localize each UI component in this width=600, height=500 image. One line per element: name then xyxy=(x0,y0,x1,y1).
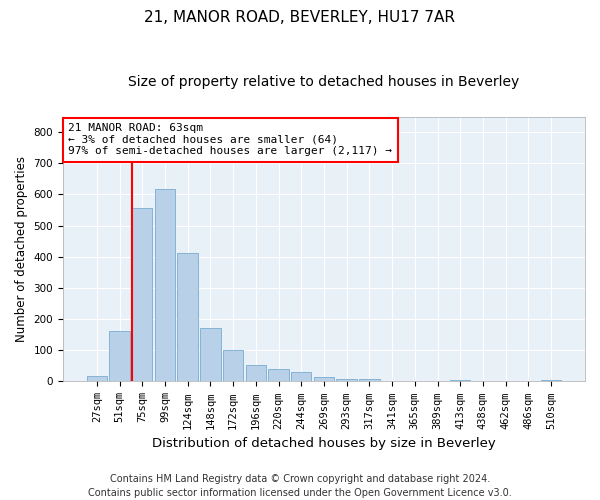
Bar xyxy=(200,328,221,382)
Text: Contains HM Land Registry data © Crown copyright and database right 2024.
Contai: Contains HM Land Registry data © Crown c… xyxy=(88,474,512,498)
Bar xyxy=(291,372,311,382)
Bar xyxy=(450,380,470,382)
Bar xyxy=(86,376,107,382)
Text: 21, MANOR ROAD, BEVERLEY, HU17 7AR: 21, MANOR ROAD, BEVERLEY, HU17 7AR xyxy=(145,10,455,25)
X-axis label: Distribution of detached houses by size in Beverley: Distribution of detached houses by size … xyxy=(152,437,496,450)
Bar xyxy=(132,208,152,382)
Bar xyxy=(178,252,198,382)
Bar xyxy=(541,380,561,382)
Bar xyxy=(155,189,175,382)
Bar xyxy=(359,379,380,382)
Bar xyxy=(109,330,130,382)
Title: Size of property relative to detached houses in Beverley: Size of property relative to detached ho… xyxy=(128,75,520,89)
Text: 21 MANOR ROAD: 63sqm
← 3% of detached houses are smaller (64)
97% of semi-detach: 21 MANOR ROAD: 63sqm ← 3% of detached ho… xyxy=(68,123,392,156)
Bar xyxy=(245,365,266,382)
Bar xyxy=(268,369,289,382)
Bar xyxy=(314,377,334,382)
Y-axis label: Number of detached properties: Number of detached properties xyxy=(15,156,28,342)
Bar xyxy=(223,350,244,382)
Bar xyxy=(337,379,357,382)
